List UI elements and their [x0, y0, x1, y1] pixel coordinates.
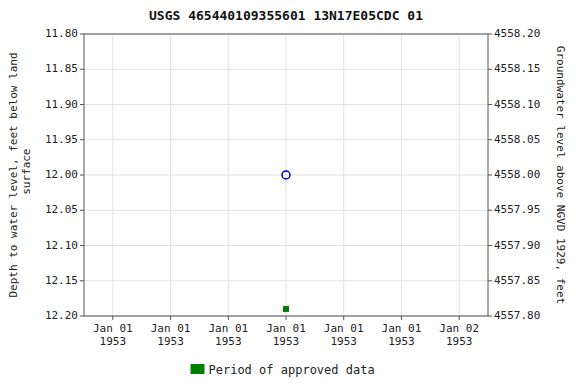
text-line: Jan 01	[208, 322, 248, 335]
text-line: 1953	[273, 335, 300, 348]
text-line: Jan 01	[324, 322, 364, 335]
x-tick	[112, 316, 113, 320]
y2-tick	[488, 175, 492, 176]
x-grid-line	[228, 34, 229, 316]
y-tick	[80, 210, 84, 211]
text-line: Jan 01	[266, 322, 306, 335]
y-tick	[80, 316, 84, 317]
x-tick-label: Jan 011953	[266, 322, 306, 348]
x-tick-label: Jan 011953	[324, 322, 364, 348]
circle-point	[282, 171, 290, 179]
grid	[84, 34, 488, 316]
y2-tick	[488, 69, 492, 70]
y2-tick-label: 4557.95	[494, 203, 540, 216]
text-line: Jan 01	[382, 322, 422, 335]
x-tick	[343, 316, 344, 320]
y2-axis-label: Groundwater level above NGVD 1929, feet	[554, 46, 567, 304]
y-tick-label: 12.05	[45, 203, 78, 216]
series	[283, 306, 289, 312]
x-tick	[401, 316, 402, 320]
y-tick	[80, 245, 84, 246]
x-tick-label: Jan 011953	[208, 322, 248, 348]
x-tick	[228, 316, 229, 320]
text-line: 1953	[388, 335, 415, 348]
x-grid-line	[459, 34, 460, 316]
y-tick-label: 11.85	[45, 62, 78, 75]
x-tick-label: Jan 021953	[439, 322, 479, 348]
y2-tick	[488, 34, 492, 35]
x-tick	[459, 316, 460, 320]
x-axis: Jan 011953Jan 011953Jan 011953Jan 011953…	[93, 316, 479, 348]
y2-tick-label: 4558.05	[494, 133, 540, 146]
plot-frame	[84, 34, 488, 316]
y-tick	[80, 175, 84, 176]
y-axis-label: Depth to water level, feet below land su…	[7, 52, 33, 297]
y-axis: 11.80 11.85 11.90 11.95 12.00 12.05 12.10 12.15…	[45, 27, 84, 322]
y-tick-label: 11.90	[45, 98, 78, 111]
series	[282, 171, 290, 179]
y2-tick-label: 4558.20	[494, 27, 540, 40]
y-tick-label: 11.95	[45, 133, 78, 146]
x-tick	[286, 316, 287, 320]
chart-title: USGS 465440109355601 13N17E05CDC 01	[149, 8, 423, 23]
text-line: 1953	[446, 335, 473, 348]
text-line: Jan 01	[151, 322, 191, 335]
y2-tick-label: 4557.90	[494, 239, 540, 252]
text-line: 1953	[330, 335, 357, 348]
text-line: 1953	[157, 335, 184, 348]
text-line: 1953	[215, 335, 242, 348]
square-point	[283, 306, 289, 312]
y2-tick-label: 4557.80	[494, 309, 540, 322]
x-tick-label: Jan 011953	[382, 322, 422, 348]
y-tick	[80, 280, 84, 281]
y2-tick	[488, 245, 492, 246]
x-grid-line	[286, 34, 287, 316]
x-grid-line	[112, 34, 113, 316]
y2-tick	[488, 139, 492, 140]
y2-tick-label: 4558.10	[494, 98, 540, 111]
chart: 11.80 11.85 11.90 11.95 12.00 12.05 12.10 12.15…	[0, 0, 576, 384]
y-tick	[80, 139, 84, 140]
y-tick	[80, 34, 84, 35]
x-grid-line	[401, 34, 402, 316]
x-grid-line	[170, 34, 171, 316]
y-tick-label: 12.20	[45, 309, 78, 322]
marks	[282, 171, 290, 312]
y-tick-label: 12.00	[45, 168, 78, 181]
x-tick-label: Jan 011953	[93, 322, 133, 348]
y-tick-label: 11.80	[45, 27, 78, 40]
y2-axis: 4558.20 4558.15 4558.10 4558.05 4558.00 4557.…	[488, 27, 540, 322]
x-tick-label: Jan 011953	[151, 322, 191, 348]
text-line: Depth to water level, feet below land	[7, 52, 20, 297]
legend-label: Period of approved data	[209, 363, 375, 377]
y2-tick	[488, 316, 492, 317]
y2-tick	[488, 104, 492, 105]
y-tick-label: 12.10	[45, 239, 78, 252]
y-tick	[80, 69, 84, 70]
y2-tick-label: 4558.00	[494, 168, 540, 181]
legend-swatch	[191, 364, 205, 374]
y-tick-label: 12.15	[45, 274, 78, 287]
text-line: surface	[20, 149, 33, 202]
legend: Period of approved data	[191, 363, 375, 377]
x-grid-line	[343, 34, 344, 316]
y2-tick-label: 4558.15	[494, 62, 540, 75]
y2-tick	[488, 280, 492, 281]
y2-tick-label: 4557.85	[494, 274, 540, 287]
y-tick	[80, 104, 84, 105]
x-tick	[170, 316, 171, 320]
text-line: Jan 01	[93, 322, 133, 335]
text-line: 1953	[100, 335, 127, 348]
text-line: Jan 02	[439, 322, 479, 335]
y2-tick	[488, 210, 492, 211]
